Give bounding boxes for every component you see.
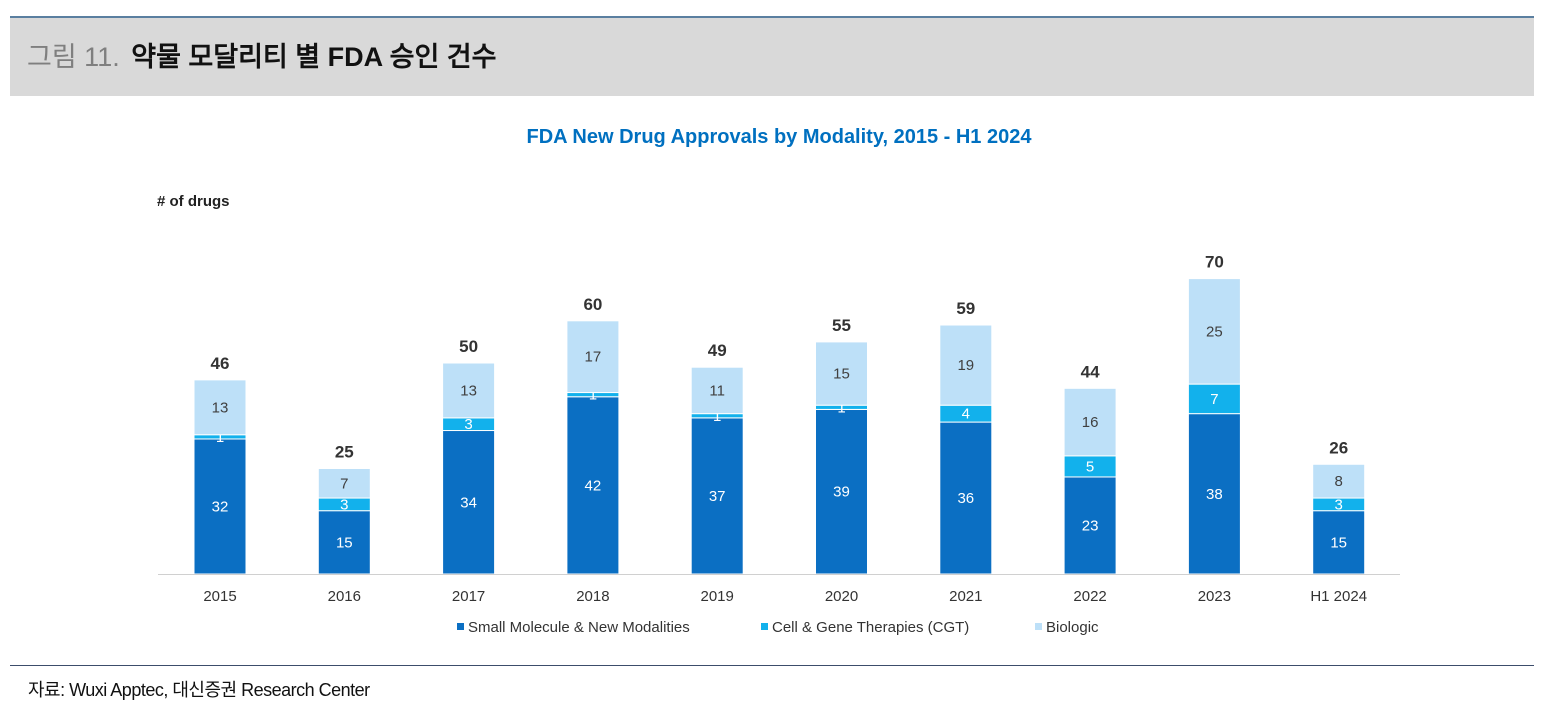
- data-label: 3: [464, 416, 472, 433]
- data-label: 39: [833, 484, 850, 501]
- data-label: 1: [589, 387, 597, 404]
- bar-segment-2: [1187, 278, 1241, 385]
- x-tick-label: 2019: [701, 588, 734, 605]
- data-label: 11: [709, 382, 725, 399]
- bar-segment-1: [1187, 383, 1241, 415]
- legend-swatch: [761, 623, 768, 630]
- data-label: 4: [962, 406, 970, 423]
- data-label: 17: [585, 349, 602, 366]
- data-label: 25: [1206, 323, 1223, 340]
- legend-label: Biologic: [1046, 619, 1099, 636]
- data-label: 1: [216, 429, 224, 446]
- total-label: 59: [956, 299, 975, 318]
- x-tick-label: 2018: [576, 588, 609, 605]
- total-label: 46: [211, 354, 230, 373]
- figure-header: 그림 11. 약물 모달리티 별 FDA 승인 건수: [10, 18, 1534, 96]
- data-label: 7: [340, 475, 348, 492]
- bar-segment-0: [690, 417, 744, 575]
- x-tick-label: 2015: [203, 588, 236, 605]
- bar-segment-0: [1063, 476, 1117, 575]
- data-label: 3: [1335, 496, 1343, 513]
- total-label: 70: [1205, 253, 1224, 272]
- legend-swatch: [457, 623, 464, 630]
- legend-swatch: [1035, 623, 1042, 630]
- bar-segment-0: [317, 510, 371, 575]
- bar-segment-0: [442, 430, 496, 575]
- source-note: 자료: Wuxi Apptec, 대신증권 Research Center: [28, 680, 370, 700]
- data-label: 38: [1206, 486, 1223, 503]
- total-label: 26: [1329, 438, 1348, 457]
- data-label: 1: [837, 399, 845, 416]
- x-tick-label: 2021: [949, 588, 982, 605]
- bar-segment-2: [1312, 463, 1366, 499]
- total-label: 25: [335, 443, 354, 462]
- x-tick-label: 2017: [452, 588, 485, 605]
- bar-segment-2: [1063, 387, 1117, 457]
- data-label: 15: [336, 534, 353, 551]
- bar-segment-0: [566, 396, 620, 575]
- data-label: 8: [1335, 473, 1343, 490]
- bottom-rule: [10, 665, 1534, 666]
- bar-segment-0: [1312, 510, 1366, 575]
- data-label: 13: [460, 382, 477, 399]
- data-label: 36: [957, 490, 974, 507]
- total-label: 60: [583, 295, 602, 314]
- legend-label: Cell & Gene Therapies (CGT): [772, 619, 969, 636]
- total-label: 55: [832, 316, 851, 335]
- figure-title-text: 약물 모달리티 별 FDA 승인 건수: [131, 42, 497, 72]
- stacked-bar-chart: FDA New Drug Approvals by Modality, 2015…: [157, 126, 1400, 636]
- bar-segment-2: [442, 362, 496, 419]
- chart-title: FDA New Drug Approvals by Modality, 2015…: [527, 126, 1033, 148]
- data-label: 1: [713, 408, 721, 425]
- total-label: 49: [708, 341, 727, 360]
- figure-label: 그림 11.: [27, 42, 120, 72]
- data-label: 15: [833, 366, 850, 383]
- bar-segment-0: [815, 408, 868, 575]
- x-tick-label: 2016: [328, 588, 361, 605]
- figure-title: 그림 11. 약물 모달리티 별 FDA 승인 건수: [27, 18, 496, 96]
- y-axis-label: # of drugs: [157, 193, 230, 210]
- data-label: 3: [340, 496, 348, 513]
- bar-segment-2: [690, 366, 744, 415]
- bar-segment-2: [193, 379, 247, 436]
- bar-segment-2: [939, 324, 993, 406]
- bar-segment-2: [566, 320, 620, 394]
- legend-label: Small Molecule & New Modalities: [468, 619, 690, 636]
- x-tick-label: 2023: [1198, 588, 1231, 605]
- total-label: 50: [459, 337, 478, 356]
- bar-segment-2: [815, 341, 868, 406]
- bar-segment-2: [317, 468, 371, 499]
- data-label: 16: [1082, 414, 1099, 431]
- data-label: 19: [957, 357, 974, 374]
- x-tick-label: 2020: [825, 588, 858, 605]
- total-label: 44: [1081, 362, 1100, 381]
- x-tick-label: H1 2024: [1310, 588, 1367, 605]
- data-label: 32: [212, 498, 229, 515]
- data-label: 13: [212, 399, 229, 416]
- data-label: 34: [460, 494, 477, 511]
- data-label: 7: [1210, 391, 1218, 408]
- top-rule: [10, 16, 1534, 18]
- data-label: 42: [585, 477, 602, 494]
- data-label: 23: [1082, 517, 1099, 534]
- data-label: 37: [709, 488, 726, 505]
- data-label: 5: [1086, 458, 1094, 475]
- data-label: 15: [1330, 534, 1347, 551]
- x-tick-label: 2022: [1073, 588, 1106, 605]
